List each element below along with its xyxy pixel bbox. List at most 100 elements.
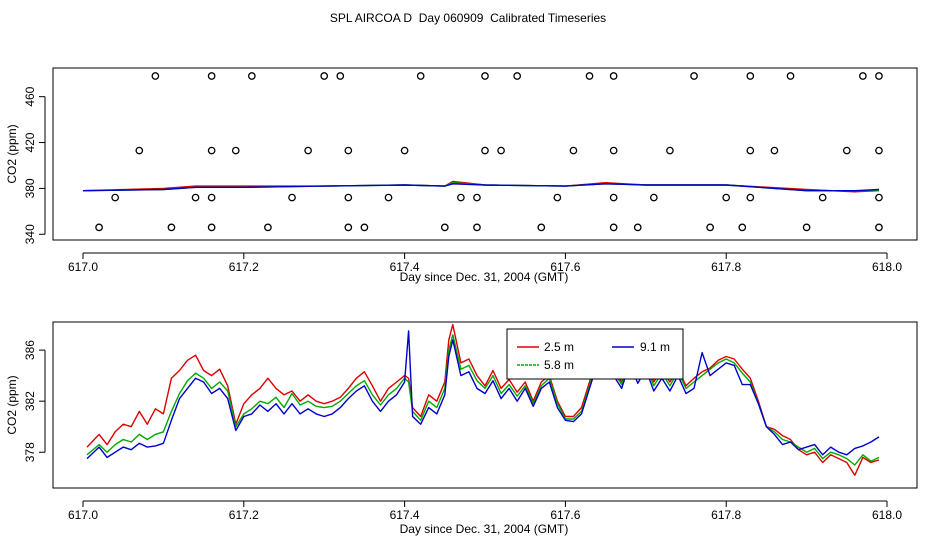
legend-label-9.1m: 9.1 m: [640, 340, 670, 354]
reference-point: [191, 193, 200, 202]
bottom-series-5_8m: [86, 334, 880, 466]
reference-point: [304, 146, 312, 155]
top-x-tick-label: 617.4: [390, 260, 420, 274]
reference-point: [609, 146, 618, 155]
legend-label-5.8m: 5.8 m: [544, 358, 574, 372]
top-series-lines: [82, 180, 880, 193]
reference-point: [513, 72, 522, 80]
reference-point: [770, 146, 779, 155]
reference-point: [344, 146, 353, 155]
top-x-tick-label: 618.0: [872, 260, 902, 274]
top-y-axis-label: CO2 (ppm): [5, 124, 19, 183]
bottom-series-2_5m: [86, 323, 880, 476]
top-series-9_1m: [82, 183, 880, 192]
reference-point: [609, 223, 618, 232]
top-x-axis-label: Day since Dec. 31, 2004 (GMT): [400, 270, 569, 284]
bottom-x-tick-label: 617.6: [550, 508, 580, 522]
reference-point: [633, 223, 642, 232]
reference-point: [842, 146, 851, 155]
top-reference-points: [95, 72, 883, 232]
reference-point: [473, 193, 481, 202]
top-x-axis: 617.0 617.2 617.4 617.6 617.8 618.0: [68, 252, 902, 274]
reference-point: [264, 223, 272, 232]
top-x-tick-label: 617.0: [68, 260, 98, 274]
bottom-y-tick-label: 378: [23, 442, 37, 462]
reference-point: [360, 223, 369, 232]
reference-point: [746, 146, 755, 155]
reference-point: [706, 223, 714, 232]
top-y-tick-label: 420: [23, 132, 37, 152]
legend-box: [506, 328, 684, 380]
top-x-tick-label: 617.6: [550, 260, 580, 274]
legend: 2.5 m 9.1 m 5.8 m: [506, 328, 684, 380]
top-plot-frame: [52, 67, 918, 241]
reference-point: [666, 146, 674, 155]
reference-point: [207, 223, 216, 232]
bottom-y-axis-label: CO2 (ppm): [5, 375, 19, 434]
reference-point: [336, 72, 345, 80]
bottom-series-9_1m: [86, 330, 880, 460]
reference-point: [207, 193, 216, 202]
reference-point: [440, 223, 449, 232]
reference-point: [802, 223, 811, 232]
bottom-x-tick-label: 618.0: [872, 508, 902, 522]
reference-point: [384, 193, 393, 202]
reference-point: [818, 193, 827, 202]
bottom-y-tick-label: 386: [23, 340, 37, 360]
reference-point: [738, 223, 747, 232]
reference-point: [569, 146, 578, 155]
reference-point: [609, 193, 618, 202]
reference-point: [481, 146, 489, 155]
reference-point: [481, 72, 489, 80]
reference-point: [111, 193, 120, 202]
reference-point: [400, 146, 409, 155]
bottom-x-tick-label: 617.0: [68, 508, 98, 522]
reference-point: [875, 223, 883, 232]
reference-point: [786, 72, 795, 80]
figure-title: SPL AIRCOA D Day 060909 Calibrated Times…: [330, 11, 606, 25]
reference-point: [690, 72, 698, 80]
reference-point: [875, 146, 883, 155]
reference-point: [135, 146, 144, 155]
reference-point: [537, 223, 546, 232]
top-y-tick-label: 460: [23, 86, 37, 106]
reference-point: [247, 72, 256, 80]
reference-point: [320, 72, 329, 80]
bottom-x-axis: 617.0 617.2 617.4 617.6 617.8 618.0: [68, 500, 902, 522]
reference-point: [746, 72, 755, 80]
top-x-tick-label: 617.2: [229, 260, 259, 274]
bottom-x-axis-label: Day since Dec. 31, 2004 (GMT): [400, 522, 569, 536]
reference-point: [875, 193, 883, 202]
bottom-series-lines: [86, 323, 880, 476]
reference-point: [151, 72, 160, 80]
reference-point: [344, 193, 353, 202]
bottom-plot-frame: [52, 321, 918, 489]
bottom-y-axis: 378 382 386: [23, 340, 46, 462]
reference-point: [722, 193, 731, 202]
reference-point: [473, 223, 481, 232]
reference-point: [416, 72, 425, 80]
top-y-tick-label: 340: [23, 224, 37, 244]
bottom-x-tick-label: 617.4: [390, 508, 420, 522]
bottom-x-tick-label: 617.2: [229, 508, 259, 522]
reference-point: [859, 72, 867, 80]
reference-point: [288, 193, 296, 202]
reference-point: [207, 146, 216, 155]
reference-point: [497, 146, 505, 155]
reference-point: [585, 72, 594, 80]
reference-point: [553, 193, 562, 202]
reference-point: [457, 193, 465, 202]
bottom-y-tick-label: 382: [23, 391, 37, 411]
chart-top-scatter: 617.0 617.2 617.4 617.6 617.8 618.0 340 380 420…: [5, 67, 918, 284]
reference-point: [167, 223, 176, 232]
reference-point: [95, 223, 103, 232]
reference-point: [649, 193, 658, 202]
reference-point: [875, 72, 883, 80]
reference-point: [231, 146, 240, 155]
reference-point: [609, 72, 618, 80]
reference-point: [746, 193, 755, 202]
legend-label-2.5m: 2.5 m: [544, 340, 574, 354]
chart-bottom-line: 617.0 617.2 617.4 617.6 617.8 618.0 378 382 386…: [5, 321, 918, 536]
bottom-x-tick-label: 617.8: [711, 508, 741, 522]
